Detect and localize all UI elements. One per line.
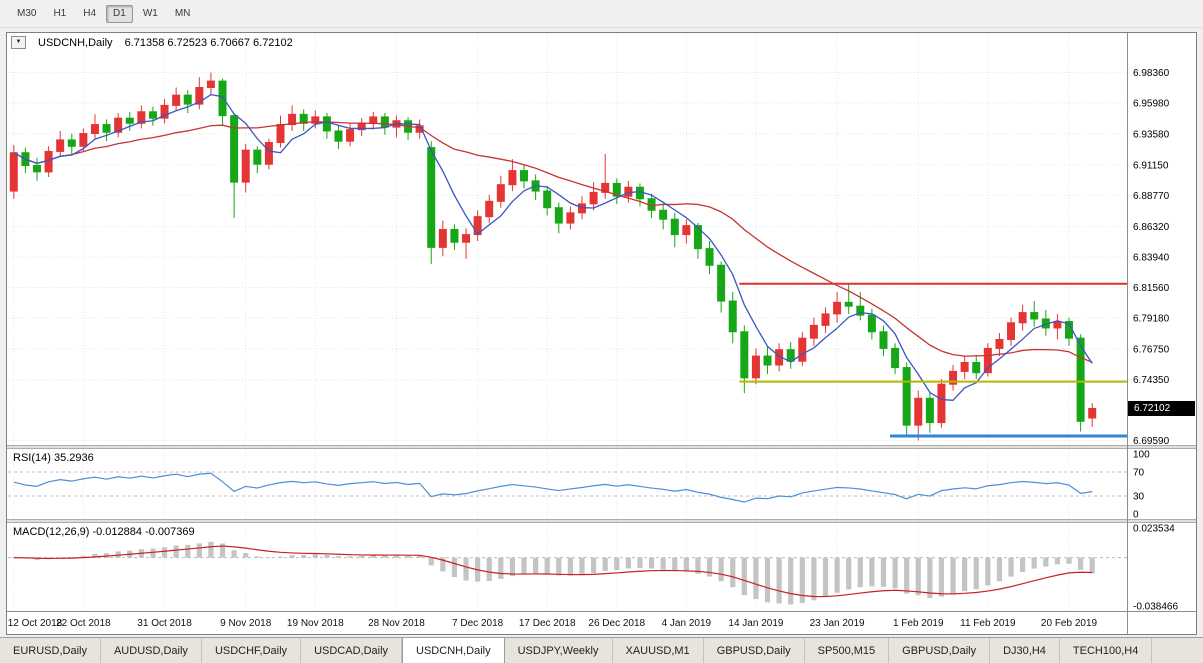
timeframe-button-h4[interactable]: H4 <box>83 7 97 19</box>
svg-text:1 Feb 2019: 1 Feb 2019 <box>893 618 944 629</box>
svg-text:7 Dec 2018: 7 Dec 2018 <box>452 618 504 629</box>
symbol-tab-bar: EURUSD,Daily AUDUSD,Daily USDCHF,Daily USDC… <box>0 637 1203 663</box>
svg-text:6.69590: 6.69590 <box>1133 436 1170 447</box>
svg-text:70: 70 <box>1133 468 1145 479</box>
symbol-tab-audusd-daily[interactable]: AUDUSD,Daily <box>100 638 202 663</box>
timeframe-button-w1[interactable]: W1 <box>142 7 158 19</box>
svg-text:-0.038466: -0.038466 <box>1133 602 1178 613</box>
symbol-tab-usdcad-daily[interactable]: USDCAD,Daily <box>301 638 403 663</box>
svg-text:22 Oct 2018: 22 Oct 2018 <box>56 618 111 629</box>
svg-text:100: 100 <box>1133 450 1150 461</box>
symbol-tab-usdchf-daily[interactable]: USDCHF,Daily <box>201 638 302 663</box>
svg-text:19 Nov 2018: 19 Nov 2018 <box>287 618 344 629</box>
timeframe-button-mn[interactable]: MN <box>174 7 191 19</box>
svg-text:6.93580: 6.93580 <box>1133 129 1170 140</box>
svg-text:6.98360: 6.98360 <box>1133 68 1170 79</box>
chart-window[interactable]: 6.98360 6.95980 6.93580 6.91150 6.88770 6.863… <box>6 32 1197 635</box>
rsi-indicator-label: RSI(14) 35.2936 <box>13 452 94 464</box>
price-axis: 6.98360 6.95980 6.93580 6.91150 6.88770 6.863… <box>1133 68 1178 612</box>
svg-text:28 Nov 2018: 28 Nov 2018 <box>368 618 425 629</box>
rsi-pane-header: RSI(14) 35.2936 <box>13 452 100 464</box>
svg-text:6.76750: 6.76750 <box>1133 345 1170 356</box>
symbol-tab-sp500-m15[interactable]: SP500,M15 <box>804 638 890 663</box>
svg-text:6.88770: 6.88770 <box>1133 191 1170 202</box>
macd-indicator-label: MACD(12,26,9) -0.012884 -0.007369 <box>13 526 195 538</box>
svg-text:12 Oct 2018: 12 Oct 2018 <box>8 618 63 629</box>
chart-symbol-label: USDCNH,Daily <box>38 36 113 49</box>
symbol-tab-gbpusd-daily[interactable]: GBPUSD,Daily <box>703 638 805 663</box>
timeframe-toolbar: M30 H1 H4 D1 W1 MN <box>0 0 1203 28</box>
svg-text:17 Dec 2018: 17 Dec 2018 <box>519 618 576 629</box>
chart-collapse-icon[interactable]: ▼ <box>11 36 26 49</box>
svg-text:6.83940: 6.83940 <box>1133 253 1170 264</box>
chart-ohlc-readout: 6.71358 6.72523 6.70667 6.72102 <box>124 36 293 49</box>
current-price-badge: 6.72102 <box>1128 401 1195 416</box>
svg-text:30: 30 <box>1133 492 1145 503</box>
svg-text:0: 0 <box>1133 510 1139 521</box>
svg-text:9 Nov 2018: 9 Nov 2018 <box>220 618 272 629</box>
symbol-tab-tech100-h4[interactable]: TECH100,H4 <box>1059 638 1153 663</box>
timeframe-button-d1[interactable]: D1 <box>106 4 133 23</box>
svg-text:0.023534: 0.023534 <box>1133 524 1175 535</box>
svg-text:20 Feb 2019: 20 Feb 2019 <box>1041 618 1098 629</box>
symbol-tab-gbpusd-daily[interactable]: GBPUSD,Daily <box>889 638 991 663</box>
symbol-tab-eurusd-daily[interactable]: EURUSD,Daily <box>0 638 101 663</box>
svg-text:11 Feb 2019: 11 Feb 2019 <box>960 618 1016 629</box>
svg-text:6.79180: 6.79180 <box>1133 313 1170 324</box>
svg-text:14 Jan 2019: 14 Jan 2019 <box>728 618 783 629</box>
svg-text:4 Jan 2019: 4 Jan 2019 <box>662 618 712 629</box>
svg-text:23 Jan 2019: 23 Jan 2019 <box>810 618 865 629</box>
symbol-tab-xauusd-m1[interactable]: XAUUSD,M1 <box>612 638 704 663</box>
svg-text:6.74350: 6.74350 <box>1133 375 1170 386</box>
svg-text:31 Oct 2018: 31 Oct 2018 <box>137 618 192 629</box>
symbol-tab-usdjpy-weekly[interactable]: USDJPY,Weekly <box>504 638 613 663</box>
symbol-tab-dj30-h4[interactable]: DJ30,H4 <box>990 638 1060 663</box>
svg-text:6.86320: 6.86320 <box>1133 222 1170 233</box>
svg-text:26 Dec 2018: 26 Dec 2018 <box>588 618 645 629</box>
timeframe-button-m30[interactable]: M30 <box>17 7 37 19</box>
main-pane-header: ▼ USDCNH,Daily 6.71358 6.72523 6.70667 6… <box>11 36 299 49</box>
timeframe-button-h1[interactable]: H1 <box>53 7 67 19</box>
svg-text:6.91150: 6.91150 <box>1133 160 1169 171</box>
svg-text:6.95980: 6.95980 <box>1133 99 1170 110</box>
macd-pane-header: MACD(12,26,9) -0.012884 -0.007369 <box>13 526 201 538</box>
svg-text:6.81560: 6.81560 <box>1133 283 1170 294</box>
chart-canvas[interactable]: 6.98360 6.95980 6.93580 6.91150 6.88770 6.863… <box>7 33 1196 634</box>
symbol-tab-usdcnh-daily[interactable]: USDCNH,Daily <box>402 638 505 663</box>
